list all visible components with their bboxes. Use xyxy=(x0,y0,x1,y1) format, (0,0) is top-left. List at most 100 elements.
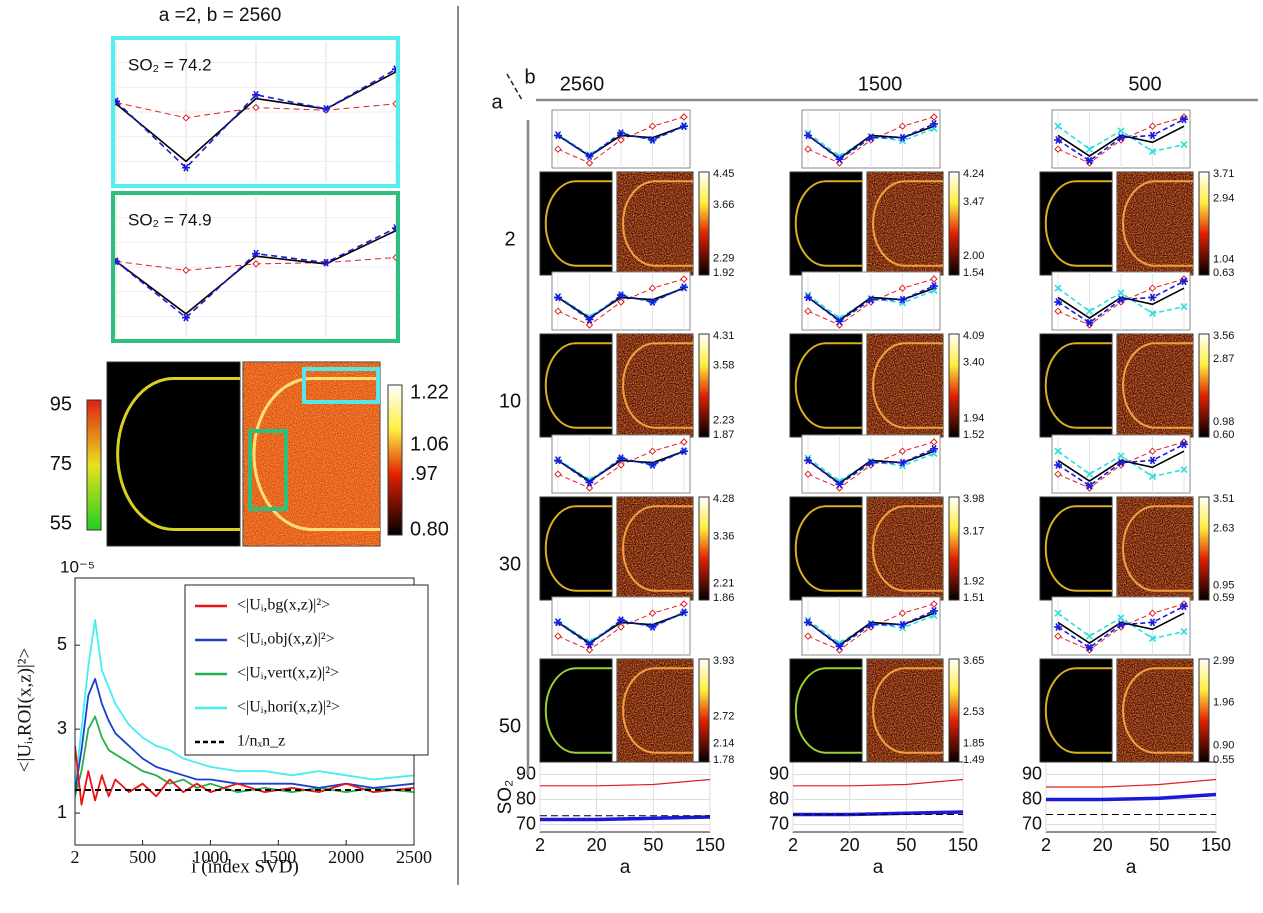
colorbar-label: 2.21 xyxy=(713,578,734,590)
vessel-arc xyxy=(544,342,612,429)
image-object xyxy=(789,658,863,763)
x-tick-label: 2 xyxy=(535,835,545,855)
marker-asterisk xyxy=(1085,156,1094,165)
roi-hori xyxy=(302,367,380,404)
marker-x xyxy=(1117,127,1125,135)
marker-diamond xyxy=(804,145,812,153)
marker-asterisk xyxy=(1180,440,1188,449)
marker-diamond xyxy=(648,122,657,130)
marker-asterisk xyxy=(1085,643,1094,652)
series-line xyxy=(807,610,935,648)
marker-asterisk xyxy=(1054,623,1062,631)
series-line xyxy=(807,285,935,323)
marker-diamond xyxy=(930,600,938,608)
colorbar xyxy=(1198,658,1210,763)
marker-asterisk xyxy=(554,293,562,302)
marker-asterisk xyxy=(804,131,812,140)
colorbar-label: 2.94 xyxy=(1213,193,1234,205)
colorbar-label: 2.23 xyxy=(713,414,734,426)
series-line xyxy=(540,778,711,787)
image-noise xyxy=(867,659,943,762)
y-tick-label: 3 xyxy=(57,718,67,738)
series-line xyxy=(115,68,397,169)
y-tick-label: 80 xyxy=(1022,788,1042,808)
marker-asterisk xyxy=(1117,458,1125,467)
vessel-arc xyxy=(252,377,380,531)
panel-frame xyxy=(111,36,400,188)
colorbar-label: 1.86 xyxy=(713,592,734,604)
marker-asterisk xyxy=(1148,618,1157,627)
marker-asterisk xyxy=(680,608,688,617)
y-tick-label: 70 xyxy=(769,813,789,833)
colorbar-label: 1.92 xyxy=(963,575,984,587)
image-object xyxy=(539,171,613,276)
marker-x xyxy=(1085,307,1094,315)
marker-diamond xyxy=(804,632,812,640)
colorbar-label: 1.22 xyxy=(410,381,449,403)
vessel-arc xyxy=(794,667,862,754)
x-tick-label: 50 xyxy=(643,835,663,855)
marker-asterisk xyxy=(554,456,562,465)
image-object xyxy=(1039,658,1113,763)
marker-diamond xyxy=(617,461,625,469)
colorbar-label: 0.80 xyxy=(410,518,449,540)
marker-diamond xyxy=(585,484,594,492)
colorbar-label: .97 xyxy=(410,463,438,485)
annotation: SO₂ = 74.9 xyxy=(128,210,212,229)
colorbar-label: 1.96 xyxy=(1213,697,1234,709)
marker-asterisk xyxy=(867,133,875,142)
marker-asterisk xyxy=(835,155,844,164)
marker-diamond xyxy=(617,136,625,144)
marker-diamond xyxy=(930,438,938,446)
y-tick-label: 70 xyxy=(1022,813,1042,833)
image-object xyxy=(789,496,863,601)
image-object xyxy=(1039,496,1113,601)
marker-diamond xyxy=(1148,284,1157,292)
marker-diamond xyxy=(930,113,938,121)
vessel-arc xyxy=(872,180,943,267)
colorbar xyxy=(698,171,710,276)
y-tick-label: 90 xyxy=(516,763,536,783)
marker-x xyxy=(1148,147,1157,156)
marker-asterisk xyxy=(585,152,594,160)
image-noise xyxy=(1117,659,1193,762)
image-noise xyxy=(1117,497,1193,600)
panel-frame xyxy=(111,191,400,343)
marker-asterisk xyxy=(1148,131,1157,140)
marker-diamond xyxy=(680,275,688,283)
colorbar-label: 1.52 xyxy=(963,429,984,441)
legend-label: <|Uᵢ,bg(x,z)|²> xyxy=(237,597,330,614)
colorbar-label: 3.40 xyxy=(963,356,984,368)
colorbar xyxy=(948,171,960,276)
colorbar-label: 3.47 xyxy=(963,196,984,208)
colorbar-label: 1.87 xyxy=(713,429,734,441)
plot-area xyxy=(792,761,964,833)
marker-asterisk xyxy=(930,282,938,290)
image-noise xyxy=(867,497,943,600)
marker-asterisk xyxy=(867,295,875,304)
colorbar-label: 0.90 xyxy=(1213,740,1234,752)
vessel-arc xyxy=(794,180,862,267)
colorbar-label: 2.29 xyxy=(713,252,734,264)
colorbar-label: 4.09 xyxy=(963,330,984,342)
legend-label: 1/nₓn_z xyxy=(237,733,285,750)
image-noise xyxy=(867,172,943,275)
colorbar-label: 4.31 xyxy=(713,330,734,342)
x-tick-label: 2 xyxy=(1041,835,1051,855)
colorbar-label: 1.54 xyxy=(963,267,984,279)
series-line xyxy=(807,448,935,486)
panel-title: a =2, b = 2560 xyxy=(159,5,282,26)
corner-b: b xyxy=(524,66,535,88)
b-label: 500 xyxy=(1128,73,1161,95)
colorbar-label: 4.24 xyxy=(963,168,984,180)
marker-diamond xyxy=(1054,145,1062,153)
colorbar-label: 3.66 xyxy=(713,199,734,211)
x-axis-label: a xyxy=(620,857,631,878)
colorbar-label: 75 xyxy=(50,453,72,475)
marker-asterisk xyxy=(648,461,657,469)
colorbar-label: 1.92 xyxy=(713,267,734,279)
marker-diamond xyxy=(1054,307,1062,315)
series-line xyxy=(1057,612,1185,644)
colorbar-label: 55 xyxy=(50,512,72,534)
y-tick-label: 90 xyxy=(769,763,789,783)
